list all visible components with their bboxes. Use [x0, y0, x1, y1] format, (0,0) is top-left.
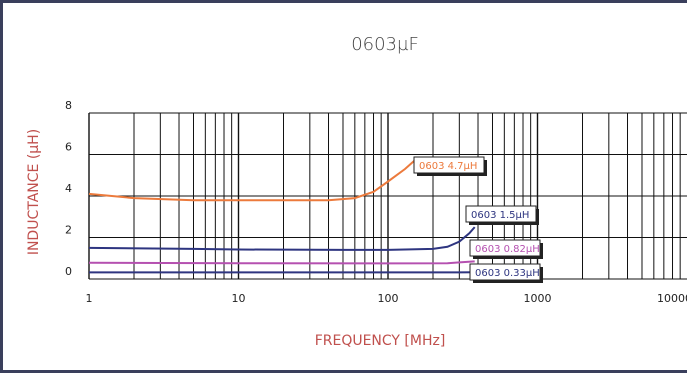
- series-lines: [88, 159, 476, 274]
- series-line: [88, 159, 415, 202]
- y-tick-label: 0: [65, 265, 72, 278]
- series-line: [88, 260, 475, 265]
- series-label-text: 0603 4.7µH: [419, 161, 477, 172]
- x-axis-label: FREQUENCY [MHz]: [315, 333, 446, 349]
- series-line: [88, 226, 476, 251]
- y-tick-label: 4: [65, 182, 72, 195]
- series-label-text: 0603 1.5µH: [471, 210, 529, 221]
- x-tick-label: 10: [232, 292, 246, 305]
- y-axis-ticks: 0 2 4 6 8: [65, 99, 72, 278]
- y-tick-label: 2: [65, 224, 72, 237]
- grid: [88, 112, 687, 280]
- y-tick-label: 8: [65, 99, 72, 112]
- chart-title: 0603µF: [351, 34, 419, 55]
- series-label-box: [465, 205, 537, 223]
- series-label-text: 0603 0.82µH: [475, 244, 540, 255]
- series-labels: 0603 4.7µH 0603 1.5µH 0603 0.82µH 0603 0.33…: [413, 156, 543, 283]
- y-axis-label: INDUCTANCE (µH): [26, 129, 42, 255]
- series-label-box: [413, 156, 485, 174]
- x-tick-label: 1: [86, 292, 93, 305]
- x-tick-label: 100: [378, 292, 399, 305]
- y-tick-label: 6: [65, 141, 72, 154]
- x-tick-label: 1000: [524, 292, 552, 305]
- series-label-text: 0603 0.33µH: [475, 268, 540, 279]
- series-label-box: [469, 239, 541, 257]
- series-label-box: [469, 263, 541, 281]
